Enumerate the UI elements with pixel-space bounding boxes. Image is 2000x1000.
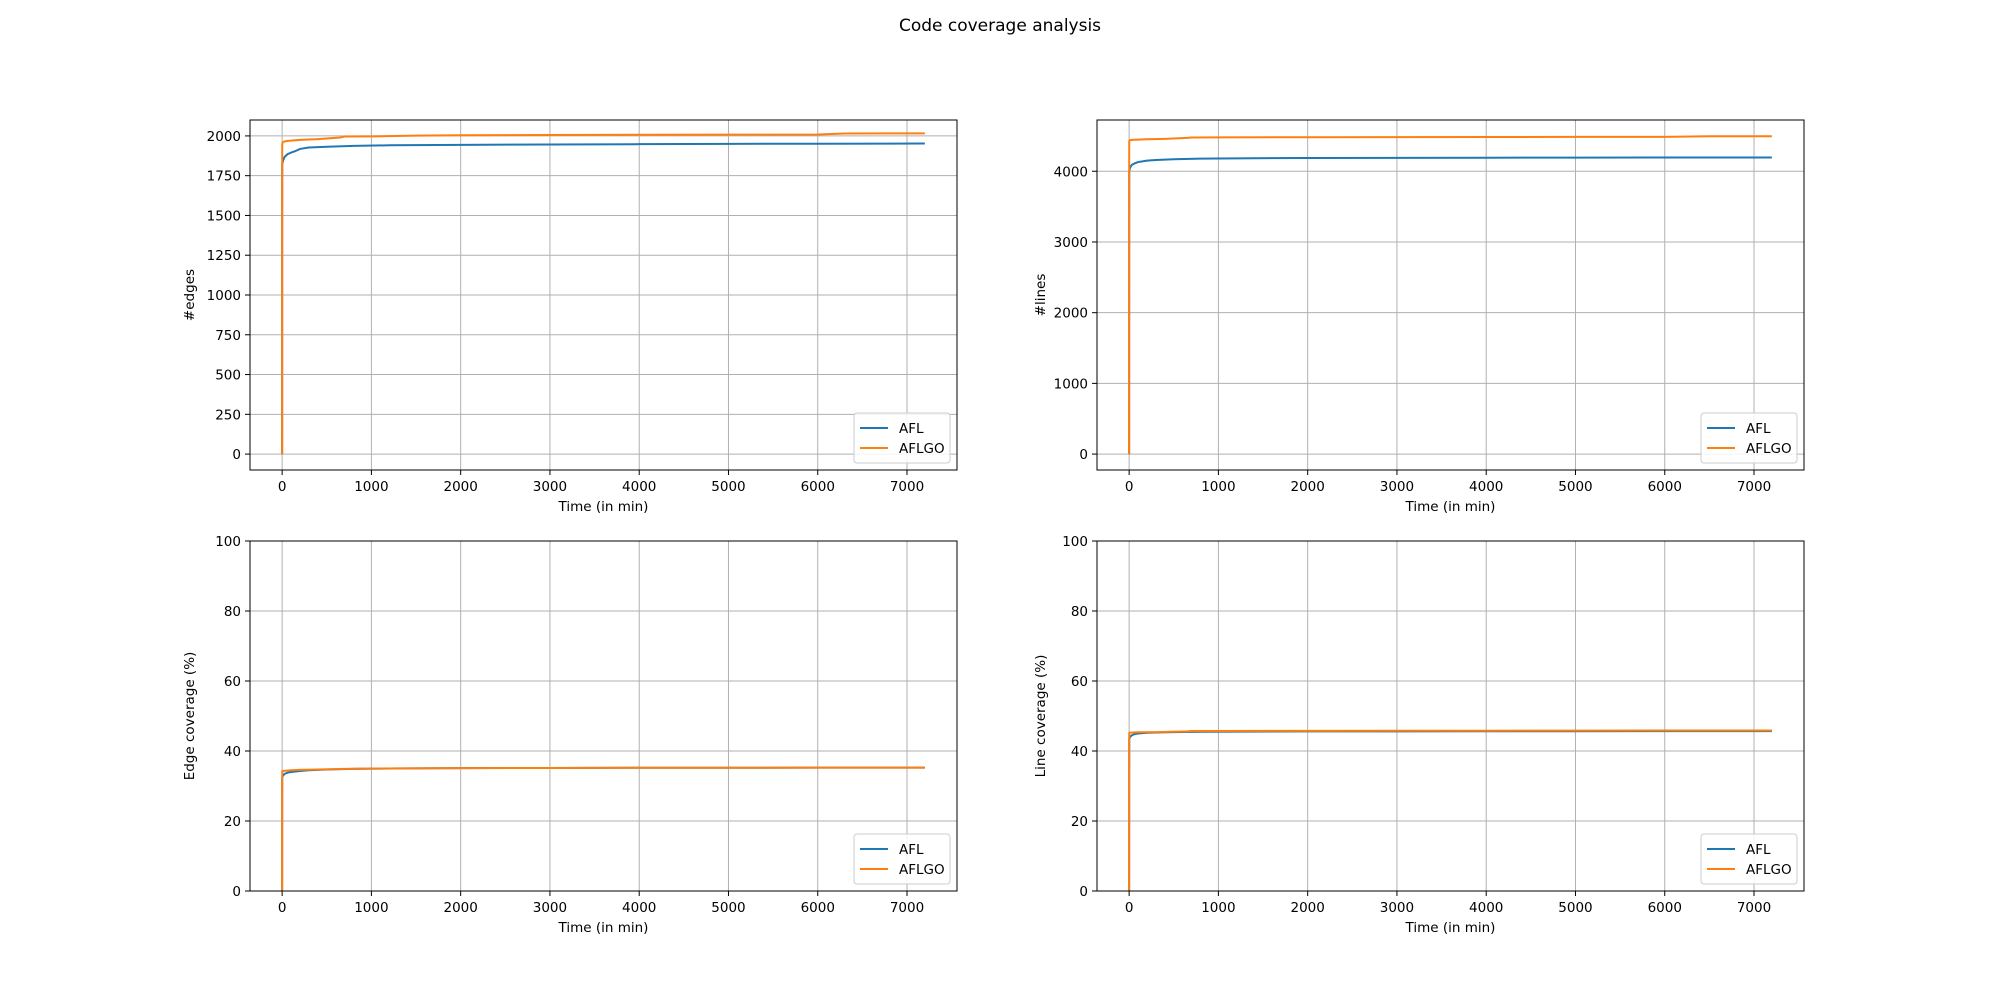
y-tick-label: 4000 xyxy=(1054,164,1088,180)
x-tick-label: 5000 xyxy=(711,479,745,495)
y-tick-label: 0 xyxy=(232,884,241,900)
chart-edge-coverage: 0 1000 2000 3000 4000 5000 6000 7000 0 20 40 60 80 10… xyxy=(182,534,958,936)
chart-line-coverage: 0 1000 2000 3000 4000 5000 6000 7000 0 20 40 60 80 10… xyxy=(1033,534,1805,936)
y-tick-label: 0 xyxy=(1079,884,1088,900)
y-tick-label: 2000 xyxy=(207,129,241,145)
y-tick-label: 250 xyxy=(215,407,241,423)
y-tick-label: 40 xyxy=(224,744,241,760)
series-line-afl xyxy=(1128,156,1772,455)
legend-label-afl: AFL xyxy=(899,421,924,437)
x-axis-label: Time (in min) xyxy=(1405,920,1496,936)
x-tick-label: 2000 xyxy=(1290,479,1324,495)
y-tick-label: 3000 xyxy=(1054,235,1088,251)
series-line-afl xyxy=(281,766,925,892)
y-tick-label: 80 xyxy=(224,604,241,620)
legend-label-aflgo: AFLGO xyxy=(1746,862,1792,878)
legend: AFL AFLGO xyxy=(853,833,951,885)
series-line-aflgo xyxy=(281,132,925,455)
y-tick-label: 80 xyxy=(1071,604,1088,620)
x-tick-label: 5000 xyxy=(1558,900,1592,916)
series-line-afl xyxy=(1128,730,1772,892)
y-tick-label: 20 xyxy=(224,814,241,830)
y-axis-label: #edges xyxy=(182,269,198,321)
legend: AFL AFLGO xyxy=(1700,412,1798,464)
x-tick-label: 3000 xyxy=(533,900,567,916)
x-tick-label: 0 xyxy=(1125,479,1134,495)
legend-box xyxy=(853,833,951,885)
x-tick-label: 1000 xyxy=(354,900,388,916)
legend-box xyxy=(1700,833,1798,885)
x-tick-label: 1000 xyxy=(1201,900,1235,916)
legend-label-afl: AFL xyxy=(899,842,924,858)
x-tick-label: 2000 xyxy=(443,479,477,495)
legend: AFL AFLGO xyxy=(1700,833,1798,885)
y-tick-label: 20 xyxy=(1071,814,1088,830)
x-tick-label: 1000 xyxy=(354,479,388,495)
axes-frame xyxy=(1096,119,1805,471)
x-tick-label: 3000 xyxy=(533,479,567,495)
legend-label-aflgo: AFLGO xyxy=(1746,441,1792,457)
y-tick-label: 1000 xyxy=(207,288,241,304)
chart-lines: 0 1000 2000 3000 4000 5000 6000 7000 0 1000 2000 30… xyxy=(1033,119,1805,515)
y-tick-label: 60 xyxy=(1071,674,1088,690)
x-tick-label: 7000 xyxy=(890,900,924,916)
y-tick-label: 0 xyxy=(1079,447,1088,463)
y-axis-label: Edge coverage (%) xyxy=(182,652,198,781)
legend-box xyxy=(1700,412,1798,464)
y-tick-label: 1000 xyxy=(1054,376,1088,392)
x-tick-label: 7000 xyxy=(1737,479,1771,495)
x-tick-label: 2000 xyxy=(1290,900,1324,916)
y-axis-label: Line coverage (%) xyxy=(1033,655,1049,778)
y-tick-label: 2000 xyxy=(1054,306,1088,322)
x-tick-label: 2000 xyxy=(443,900,477,916)
x-tick-label: 4000 xyxy=(622,479,656,495)
y-tick-label: 60 xyxy=(224,674,241,690)
x-tick-label: 6000 xyxy=(1648,479,1682,495)
axes-frame xyxy=(249,540,958,892)
series-line-aflgo xyxy=(1128,135,1772,455)
y-tick-label: 1500 xyxy=(207,208,241,224)
x-tick-label: 4000 xyxy=(1469,479,1503,495)
x-tick-label: 6000 xyxy=(801,900,835,916)
y-tick-label: 100 xyxy=(1062,534,1088,550)
x-tick-label: 6000 xyxy=(801,479,835,495)
x-tick-label: 4000 xyxy=(622,900,656,916)
legend-label-afl: AFL xyxy=(1746,421,1771,437)
figure-title: Code coverage analysis xyxy=(898,16,1102,36)
x-tick-label: 0 xyxy=(278,900,287,916)
y-axis-label: #lines xyxy=(1033,274,1049,317)
x-tick-label: 6000 xyxy=(1648,900,1682,916)
y-tick-label: 500 xyxy=(215,368,241,384)
chart-edges: 0 1000 2000 3000 4000 5000 6000 7000 0 250 500 750 1… xyxy=(182,119,958,515)
x-tick-label: 4000 xyxy=(1469,900,1503,916)
legend-label-afl: AFL xyxy=(1746,842,1771,858)
x-tick-label: 3000 xyxy=(1380,479,1414,495)
x-axis-label: Time (in min) xyxy=(1405,499,1496,515)
y-tick-label: 750 xyxy=(215,328,241,344)
series-line-aflgo xyxy=(281,766,925,892)
y-tick-label: 40 xyxy=(1071,744,1088,760)
legend-box xyxy=(853,412,951,464)
y-tick-label: 1250 xyxy=(207,248,241,264)
series-line-aflgo xyxy=(1128,729,1772,892)
legend-label-aflgo: AFLGO xyxy=(899,862,945,878)
x-axis-label: Time (in min) xyxy=(558,920,649,936)
x-tick-label: 5000 xyxy=(1558,479,1592,495)
x-tick-label: 7000 xyxy=(890,479,924,495)
x-tick-label: 1000 xyxy=(1201,479,1235,495)
series-line-afl xyxy=(281,142,925,455)
legend-label-aflgo: AFLGO xyxy=(899,441,945,457)
x-tick-label: 0 xyxy=(1125,900,1134,916)
y-tick-label: 0 xyxy=(232,447,241,463)
x-tick-label: 7000 xyxy=(1737,900,1771,916)
x-tick-label: 0 xyxy=(278,479,287,495)
x-tick-label: 3000 xyxy=(1380,900,1414,916)
y-tick-label: 100 xyxy=(215,534,241,550)
y-tick-label: 1750 xyxy=(207,169,241,185)
x-tick-label: 5000 xyxy=(711,900,745,916)
legend: AFL AFLGO xyxy=(853,412,951,464)
x-axis-label: Time (in min) xyxy=(558,499,649,515)
axes-frame xyxy=(1096,540,1805,892)
